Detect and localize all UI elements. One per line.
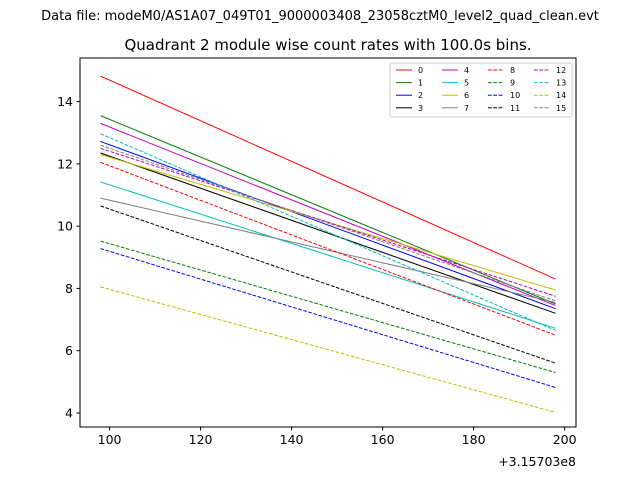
series-line-0 (100, 75, 556, 280)
y-tick-label-10: 10 (57, 219, 73, 234)
legend-label-0: 0 (418, 66, 423, 75)
series-line-12 (100, 147, 556, 297)
series-line-3 (100, 152, 556, 314)
legend-label-2: 2 (418, 91, 423, 100)
legend-label-3: 3 (418, 104, 423, 113)
legend-box (389, 62, 573, 118)
series-line-1 (100, 115, 556, 305)
legend-label-8: 8 (510, 66, 515, 75)
series-line-13 (100, 133, 556, 331)
y-axis: 4 6 8 10 12 14 (57, 94, 80, 420)
y-tick-label-12: 12 (57, 156, 73, 171)
legend-label-14: 14 (556, 91, 566, 100)
legend-label-10: 10 (510, 91, 520, 100)
x-offset-label: +3.15703e8 (498, 454, 576, 469)
series-line-14 (100, 286, 556, 413)
legend-label-11: 11 (510, 104, 520, 113)
legend-label-15: 15 (556, 104, 566, 113)
x-tick-label-100: 100 (98, 432, 122, 447)
legend-label-7: 7 (464, 104, 469, 113)
x-tick-label-120: 120 (189, 432, 213, 447)
y-tick-label-8: 8 (65, 281, 73, 296)
plot-lines (100, 75, 556, 413)
series-line-9 (100, 240, 556, 373)
y-tick-label-6: 6 (65, 343, 73, 358)
series-line-4 (100, 122, 556, 307)
series-line-5 (100, 181, 556, 329)
legend-label-5: 5 (464, 79, 469, 88)
legend-label-1: 1 (418, 79, 423, 88)
series-line-8 (100, 161, 556, 336)
legend-label-13: 13 (556, 79, 566, 88)
plot-frame (79, 57, 577, 428)
x-tick-label-180: 180 (462, 432, 486, 447)
legend-label-6: 6 (464, 91, 469, 100)
chart-title: Quadrant 2 module wise count rates with … (124, 36, 531, 54)
legend-label-4: 4 (464, 66, 469, 75)
legend-label-9: 9 (510, 79, 515, 88)
x-tick-label-160: 160 (371, 432, 395, 447)
series-line-7 (100, 197, 556, 303)
y-tick-label-4: 4 (65, 405, 73, 420)
series-line-2 (100, 140, 556, 310)
series-line-11 (100, 205, 556, 364)
legend-label-12: 12 (556, 66, 566, 75)
x-tick-label-200: 200 (553, 432, 577, 447)
x-axis: 100 120 140 160 180 200 (98, 427, 577, 447)
suptitle: Data file: modeM0/AS1A07_049T01_90000034… (41, 9, 599, 24)
series-line-15 (100, 144, 556, 302)
x-tick-label-140: 140 (280, 432, 304, 447)
y-tick-label-14: 14 (57, 94, 73, 109)
